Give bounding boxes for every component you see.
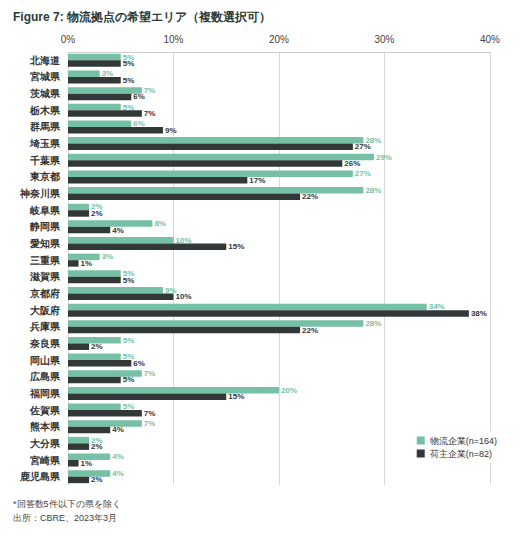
svg-text:5%: 5%	[123, 76, 135, 85]
svg-text:3%: 3%	[102, 252, 114, 261]
svg-text:5%: 5%	[122, 352, 135, 362]
svg-text:5%: 5%	[122, 269, 135, 279]
svg-text:2%: 2%	[91, 209, 103, 218]
svg-text:千葉県: 千葉県	[29, 155, 61, 166]
svg-text:30%: 30%	[374, 34, 394, 45]
svg-text:5%: 5%	[123, 375, 135, 384]
svg-text:20%: 20%	[269, 34, 289, 45]
svg-text:大阪府: 大阪府	[29, 305, 60, 316]
svg-text:5%: 5%	[123, 276, 135, 285]
svg-text:7%: 7%	[144, 409, 156, 418]
svg-text:5%: 5%	[123, 59, 135, 68]
svg-text:15%: 15%	[228, 392, 244, 401]
svg-text:17%: 17%	[249, 176, 265, 185]
svg-text:4%: 4%	[112, 469, 124, 478]
svg-text:27%: 27%	[355, 142, 371, 151]
svg-text:6%: 6%	[133, 359, 145, 368]
svg-text:40%: 40%	[480, 34, 500, 45]
svg-text:*回答数5件以下の県を除く: *回答数5件以下の県を除く	[13, 499, 121, 509]
svg-text:宮崎県: 宮崎県	[30, 455, 61, 466]
svg-text:奈良県: 奈良県	[29, 338, 61, 349]
svg-text:9%: 9%	[164, 285, 177, 295]
svg-text:愛知県: 愛知県	[30, 238, 61, 249]
svg-text:7%: 7%	[144, 419, 156, 428]
svg-text:群馬県: 群馬県	[29, 121, 61, 132]
svg-text:静岡県: 静岡県	[29, 221, 61, 232]
svg-text:5%: 5%	[123, 336, 135, 345]
svg-text:2%: 2%	[91, 435, 103, 445]
svg-text:38%: 38%	[471, 309, 487, 318]
svg-text:28%: 28%	[365, 186, 381, 195]
svg-text:4%: 4%	[112, 226, 124, 235]
svg-text:兵庫県: 兵庫県	[29, 321, 61, 332]
svg-text:神奈川県: 神奈川県	[19, 188, 61, 199]
svg-text:滋賀県: 滋賀県	[29, 271, 61, 283]
svg-text:20%: 20%	[281, 386, 297, 395]
svg-text:22%: 22%	[302, 326, 318, 335]
svg-text:三重県: 三重県	[30, 255, 61, 266]
svg-text:佐賀県: 佐賀県	[29, 405, 61, 417]
svg-text:広島県: 広島県	[29, 371, 61, 382]
svg-text:北海道: 北海道	[29, 55, 61, 66]
svg-text:荷主企業(n=82): 荷主企業(n=82)	[430, 449, 492, 459]
svg-text:29%: 29%	[376, 153, 392, 162]
svg-text:物流企業(n=164): 物流企業(n=164)	[430, 436, 497, 446]
svg-text:宮城県: 宮城県	[30, 71, 61, 82]
svg-text:28%: 28%	[365, 135, 382, 145]
svg-text:10%: 10%	[176, 236, 192, 245]
svg-text:茨城県: 茨城県	[29, 88, 61, 99]
svg-text:5%: 5%	[123, 103, 135, 112]
svg-text:22%: 22%	[302, 192, 318, 201]
svg-text:出所：CBRE、2023年3月: 出所：CBRE、2023年3月	[13, 513, 117, 523]
svg-text:Figure 7: 物流拠点の希望エリア（複数選択可）: Figure 7: 物流拠点の希望エリア（複数選択可）	[13, 10, 271, 24]
svg-text:10%: 10%	[163, 34, 183, 45]
svg-text:鹿児島県: 鹿児島県	[19, 471, 61, 482]
svg-text:1%: 1%	[81, 259, 93, 268]
svg-text:京都府: 京都府	[29, 288, 60, 299]
svg-text:7%: 7%	[144, 369, 156, 378]
svg-text:大分県: 大分県	[29, 438, 61, 449]
svg-text:2%: 2%	[91, 202, 103, 212]
svg-text:28%: 28%	[365, 319, 381, 328]
svg-text:7%: 7%	[144, 86, 156, 95]
svg-text:3%: 3%	[102, 69, 114, 78]
svg-text:熊本県: 熊本県	[30, 421, 61, 432]
svg-text:27%: 27%	[355, 169, 371, 178]
svg-text:1%: 1%	[81, 459, 93, 468]
svg-text:26%: 26%	[344, 159, 360, 168]
svg-text:0%: 0%	[61, 34, 76, 45]
svg-text:4%: 4%	[112, 452, 124, 461]
svg-text:8%: 8%	[154, 219, 166, 228]
svg-text:岡山県: 岡山県	[30, 355, 61, 366]
svg-text:4%: 4%	[112, 425, 124, 434]
svg-text:15%: 15%	[228, 242, 244, 251]
svg-text:岐阜県: 岐阜県	[30, 205, 61, 216]
svg-text:6%: 6%	[133, 119, 145, 128]
svg-text:栃木県: 栃木県	[29, 105, 61, 116]
svg-text:9%: 9%	[165, 126, 177, 135]
svg-text:福岡県: 福岡県	[29, 388, 61, 399]
svg-text:5%: 5%	[122, 52, 135, 62]
svg-text:7%: 7%	[144, 109, 156, 118]
svg-text:2%: 2%	[91, 475, 103, 484]
svg-text:2%: 2%	[91, 442, 103, 451]
svg-text:10%: 10%	[176, 292, 192, 301]
svg-text:6%: 6%	[133, 92, 145, 101]
svg-text:東京都: 東京都	[29, 171, 60, 182]
svg-text:2%: 2%	[91, 342, 103, 351]
svg-text:5%: 5%	[123, 402, 135, 411]
svg-text:34%: 34%	[429, 302, 445, 311]
svg-text:埼玉県: 埼玉県	[29, 138, 61, 149]
